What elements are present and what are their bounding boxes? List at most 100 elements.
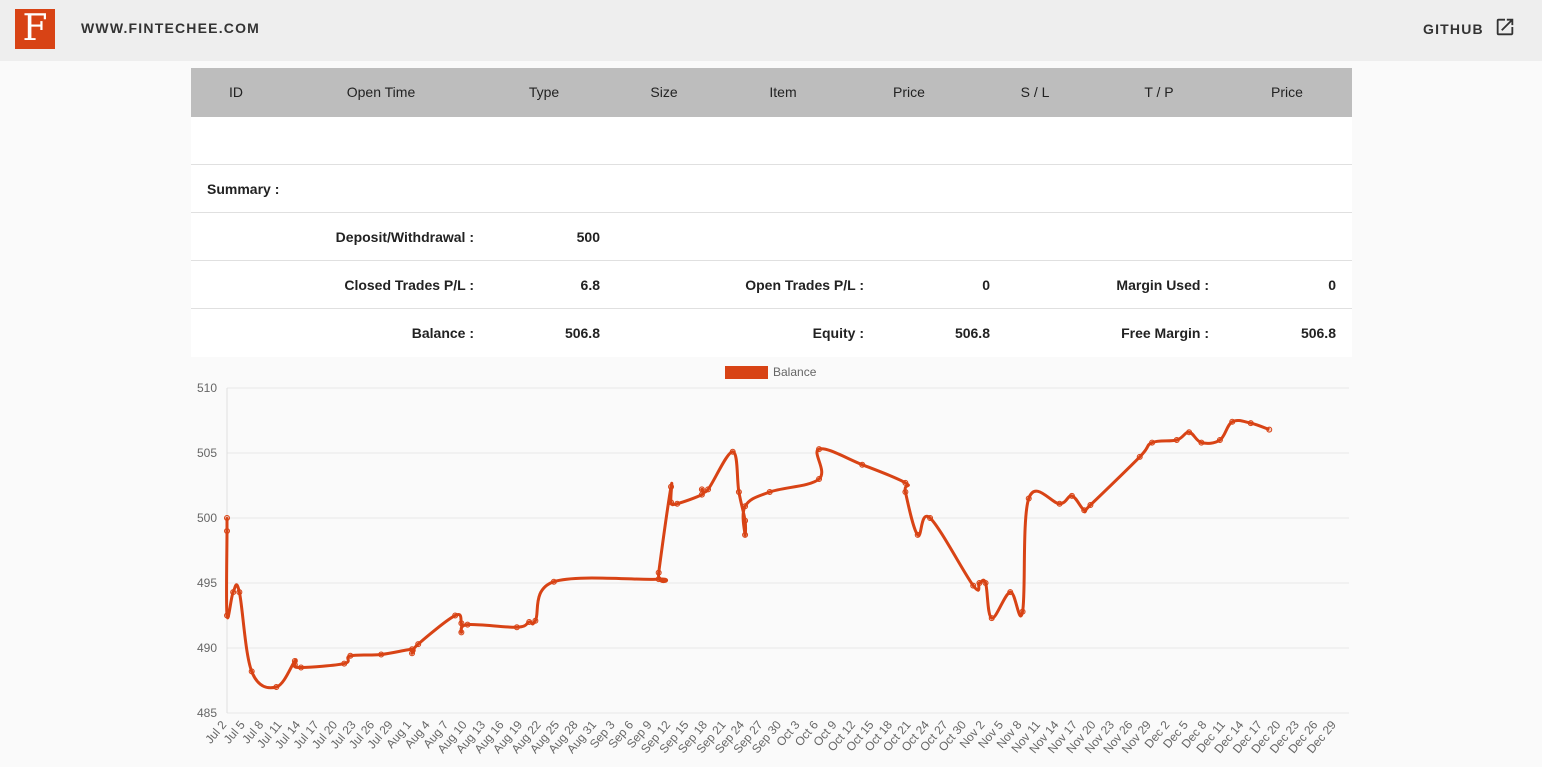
data-point (729, 448, 736, 455)
data-point (698, 486, 705, 493)
github-link[interactable]: GITHUB (1423, 15, 1516, 43)
y-tick-label: 500 (197, 511, 217, 525)
balance-label: Balance : (411, 325, 474, 341)
data-point (1186, 429, 1193, 436)
data-point (902, 479, 909, 486)
logo-letter: F (22, 8, 48, 49)
equity-value: 506.8 (954, 325, 990, 341)
data-point (1087, 502, 1094, 508)
trades-panel: ID Open Time Type Size Item Price S / L … (191, 68, 1352, 357)
col-open-time[interactable]: Open Time (346, 84, 416, 100)
site-link[interactable]: WWW.FINTECHEE.COM (81, 20, 261, 36)
data-point (859, 461, 866, 468)
data-point (1136, 453, 1143, 460)
data-point (248, 668, 255, 675)
data-point (409, 650, 416, 657)
col-current-price[interactable]: Price (1271, 84, 1303, 100)
balance-chart: 485 490 495 500 505 510 Jul 2 Jul 5 Jul 8 Jul 11… (191, 360, 1352, 767)
col-type[interactable]: Type (528, 84, 560, 100)
deposit-row: Deposit/Withdrawal : 500 (191, 213, 1352, 261)
y-tick-label: 505 (197, 446, 217, 460)
data-point (532, 617, 539, 624)
balance-row: Balance : 506.8 Equity : 506.8 Free Marg… (191, 309, 1352, 357)
margin-used-value: 0 (1328, 277, 1336, 293)
data-point (655, 576, 662, 583)
summary-title: Summary : (207, 181, 280, 197)
data-point (513, 624, 520, 631)
open-pl-label: Open Trades P/L : (745, 277, 864, 293)
closed-pl-label: Closed Trades P/L : (344, 277, 474, 293)
data-point (458, 620, 465, 627)
pl-row: Closed Trades P/L : 6.8 Open Trades P/L … (191, 261, 1352, 309)
free-margin-value: 506.8 (1300, 325, 1336, 341)
legend-label-balance[interactable]: Balance (773, 365, 817, 379)
data-point (1229, 418, 1236, 425)
free-margin-label: Free Margin : (1121, 325, 1209, 341)
data-point (705, 486, 712, 493)
data-point (273, 684, 280, 690)
data-point (1007, 589, 1014, 596)
y-tick-label: 510 (197, 381, 217, 395)
data-point (970, 582, 977, 589)
col-size[interactable]: Size (650, 84, 678, 100)
data-point (1198, 439, 1205, 446)
trades-table-header: ID Open Time Type Size Item Price S / L … (191, 68, 1352, 117)
external-link-icon (1494, 16, 1516, 43)
data-point (1173, 437, 1180, 443)
data-point (735, 489, 742, 495)
col-id[interactable]: ID (229, 84, 243, 100)
data-point (230, 589, 237, 596)
data-point (1081, 507, 1088, 514)
data-point (982, 580, 989, 586)
data-point (452, 612, 459, 619)
data-point (655, 569, 662, 576)
data-point (698, 491, 705, 498)
col-price[interactable]: Price (893, 84, 925, 100)
data-point (1247, 420, 1254, 427)
data-point (464, 621, 471, 628)
margin-used-label: Margin Used : (1116, 277, 1209, 293)
equity-label: Equity : (812, 325, 864, 341)
col-stop-loss[interactable]: S / L (1020, 84, 1050, 100)
data-point (816, 446, 823, 453)
data-point (341, 660, 348, 667)
data-point (742, 517, 749, 524)
data-point (550, 578, 557, 585)
github-label: GITHUB (1423, 21, 1484, 37)
data-point (224, 515, 230, 521)
data-point (298, 664, 305, 671)
data-point (976, 580, 983, 586)
data-point (526, 619, 533, 625)
deposit-value: 500 (576, 229, 600, 245)
data-point (742, 531, 749, 538)
data-point (1266, 426, 1273, 433)
empty-trades-row (191, 117, 1352, 165)
data-point (458, 629, 465, 636)
data-point (1019, 608, 1026, 615)
data-point (224, 528, 231, 534)
data-point (1216, 437, 1223, 443)
data-point (378, 651, 385, 658)
top-app-bar: F WWW.FINTECHEE.COM GITHUB (0, 0, 1542, 61)
data-point (1025, 495, 1032, 502)
closed-pl-value: 6.8 (580, 277, 600, 293)
deposit-label: Deposit/Withdrawal : (335, 229, 474, 245)
y-tick-label: 495 (197, 576, 217, 590)
balance-value: 506.8 (564, 325, 600, 341)
data-point (902, 489, 909, 495)
data-point (1149, 439, 1156, 446)
y-tick-label: 490 (197, 641, 217, 655)
data-point (816, 476, 823, 482)
data-point (668, 499, 675, 506)
data-point (1056, 500, 1063, 507)
legend-swatch-balance[interactable] (725, 366, 768, 379)
data-point (1068, 492, 1075, 499)
data-point (668, 483, 675, 490)
col-take-profit[interactable]: T / P (1144, 84, 1174, 100)
fintechee-logo[interactable]: F (15, 9, 55, 49)
open-pl-value: 0 (982, 277, 990, 293)
col-item[interactable]: Item (769, 84, 797, 100)
data-point (766, 489, 773, 495)
data-point (415, 641, 422, 648)
